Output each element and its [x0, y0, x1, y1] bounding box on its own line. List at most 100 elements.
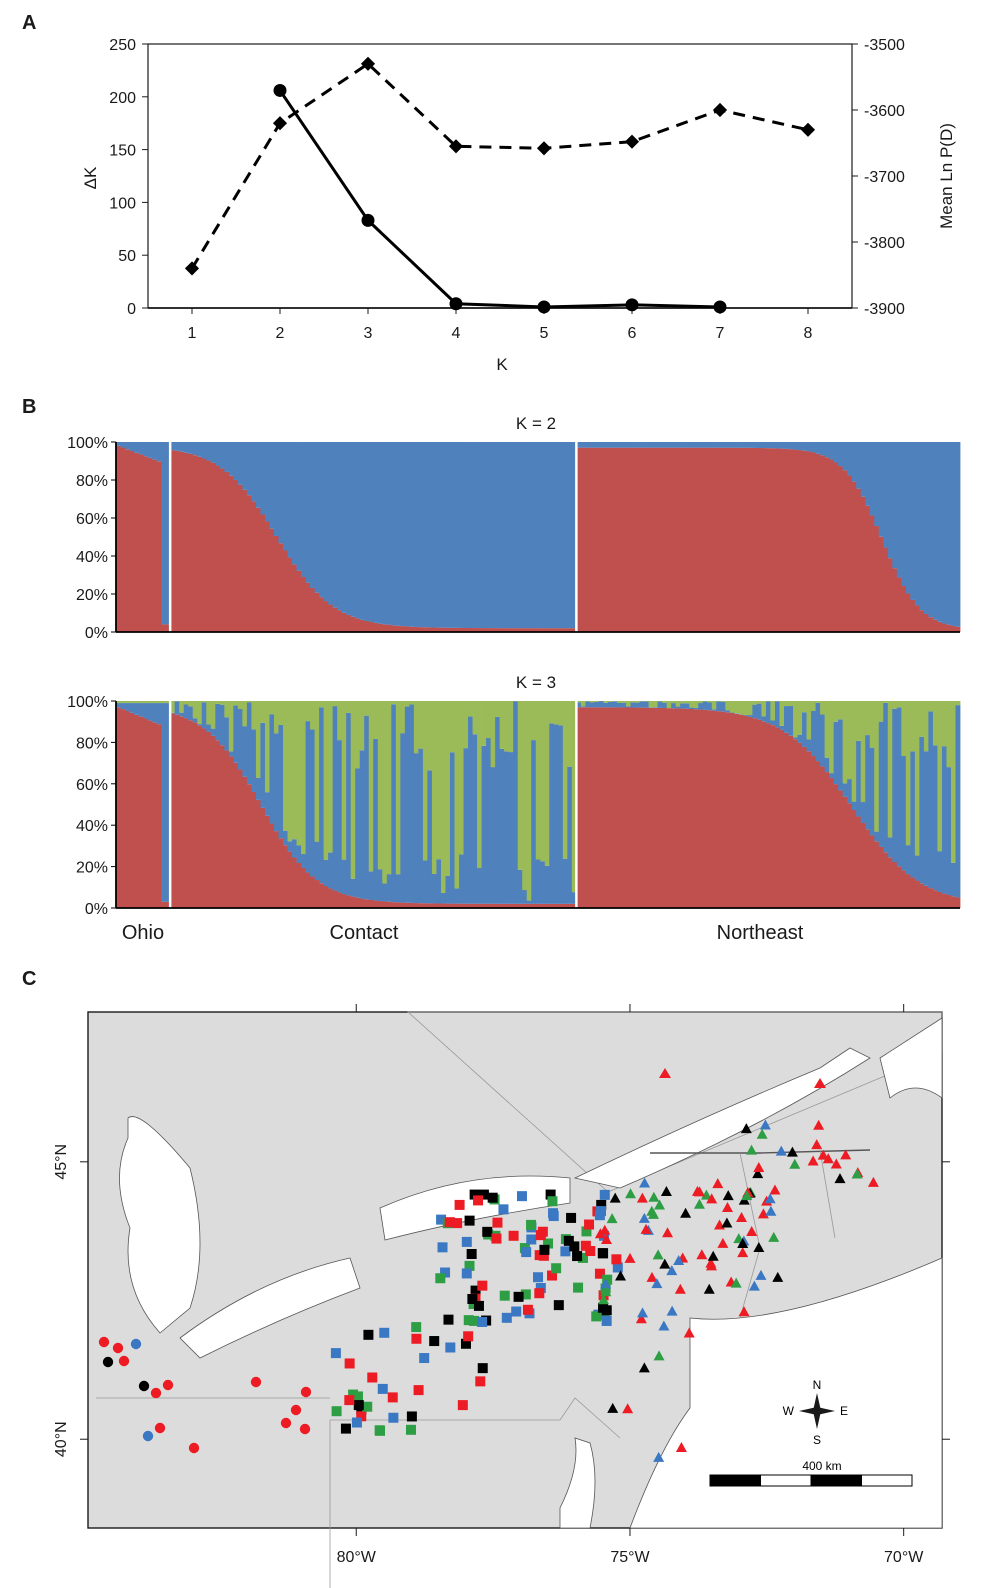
ohio-sample-circle	[112, 1342, 124, 1354]
bar-segment-red	[626, 447, 631, 632]
bar-segment-red	[946, 624, 952, 632]
bar-segment-green	[941, 701, 947, 747]
northeast-sample-triangle	[755, 1269, 767, 1280]
northeast-sample-triangle	[851, 1168, 863, 1179]
bar-segment-blue	[698, 442, 704, 448]
bar-segment-blue	[910, 751, 916, 878]
bar-segment-blue	[233, 442, 239, 480]
bar-segment-blue	[657, 701, 663, 708]
bar-segment-red	[693, 709, 699, 908]
northeast-sample-triangle	[813, 1119, 825, 1130]
bar-segment-blue	[639, 701, 645, 708]
bar-segment-green	[350, 701, 356, 879]
bar-segment-green	[152, 701, 158, 704]
northeast-sample-triangle	[666, 1305, 678, 1316]
bar-segment-red	[260, 514, 266, 632]
bar-segment-green	[224, 701, 230, 718]
northeast-sample-triangle	[600, 1234, 612, 1245]
y-tick-label: 80%	[76, 735, 108, 752]
bar-segment-red	[838, 790, 844, 908]
ohio-sample-circle	[162, 1379, 174, 1391]
bar-segment-blue	[774, 442, 780, 449]
bar-segment-red	[607, 707, 613, 908]
bar-segment-red	[842, 796, 848, 908]
bar-segment-blue	[201, 442, 207, 459]
bar-segment-blue	[224, 442, 230, 472]
bar-segment-green	[865, 701, 871, 736]
bar-segment-red	[373, 900, 379, 908]
panel-a-label: A	[22, 12, 37, 34]
bar-segment-green	[422, 701, 428, 861]
northeast-sample-triangle	[817, 1149, 829, 1160]
contact-sample-square	[526, 1219, 537, 1230]
bar-segment-red	[702, 447, 708, 632]
bar-segment-red	[301, 867, 306, 908]
contact-sample-square	[469, 1315, 480, 1326]
bar-segment-red	[657, 447, 663, 632]
bar-segment-blue	[355, 442, 361, 619]
northeast-sample-triangle	[683, 1327, 695, 1338]
bar-segment-blue	[323, 442, 329, 602]
bar-segment-blue	[287, 841, 293, 852]
northeast-sample-triangle	[765, 1205, 777, 1216]
bar-segment-green	[675, 701, 681, 707]
contact-sample-square	[367, 1372, 378, 1383]
y-tick-label: 250	[109, 37, 136, 54]
bar-segment-blue	[761, 442, 767, 449]
bar-segment-red	[698, 447, 704, 632]
northeast-sample-triangle	[721, 1201, 733, 1212]
bar-segment-red	[910, 599, 916, 632]
bar-segment-red	[472, 903, 478, 908]
mean-lnp-point	[800, 122, 816, 137]
bar-segment-blue	[892, 708, 898, 862]
bar-segment-green	[571, 701, 577, 893]
bar-segment-green	[273, 701, 279, 734]
bar-segment-blue	[337, 442, 343, 611]
bar-segment-blue	[856, 442, 862, 489]
bar-segment-red	[774, 448, 780, 632]
bar-segment-green	[937, 701, 943, 852]
bar-segment-red	[887, 558, 893, 632]
bar-segment-green	[364, 701, 370, 716]
bar-segment-red	[950, 896, 956, 908]
ohio-sample-circle	[188, 1442, 200, 1454]
bar-segment-blue	[761, 716, 767, 722]
bar-segment-blue	[472, 734, 478, 904]
bar-segment-blue	[382, 442, 388, 625]
bar-segment-green	[842, 701, 848, 784]
northeast-sample-triangle	[659, 1068, 671, 1078]
bar-segment-green	[720, 701, 726, 702]
bar-segment-red	[215, 465, 221, 632]
bar-segment-red	[359, 619, 365, 632]
bar-segment-green	[477, 701, 482, 869]
bar-segment-blue	[459, 442, 464, 628]
bar-segment-green	[607, 701, 613, 702]
bar-segment-blue	[233, 705, 239, 763]
group-label: Ohio	[122, 922, 164, 944]
northeast-sample-triangle	[746, 1144, 758, 1155]
northeast-sample-triangle	[703, 1283, 715, 1294]
bar-segment-green	[594, 701, 600, 702]
bar-segment-blue	[382, 883, 388, 902]
bar-segment-red	[355, 618, 361, 632]
bar-segment-blue	[314, 841, 320, 881]
bar-segment-red	[264, 521, 270, 632]
compass-e: E	[840, 1404, 848, 1418]
contact-sample-square	[594, 1268, 605, 1279]
bar-segment-blue	[932, 745, 938, 891]
bar-segment-red	[535, 628, 541, 632]
bar-segment-blue	[116, 703, 121, 708]
bar-segment-green	[729, 701, 735, 713]
contact-sample-square	[577, 1252, 588, 1263]
bar-segment-red	[454, 627, 460, 632]
bar-segment-red	[499, 628, 505, 632]
bar-segment-blue	[513, 701, 519, 904]
bar-segment-green	[337, 701, 343, 741]
contact-sample-square	[344, 1395, 355, 1406]
bar-segment-blue	[373, 442, 379, 623]
bar-segment-blue	[445, 442, 451, 628]
bar-segment-red	[725, 447, 731, 632]
bar-segment-blue	[319, 442, 325, 598]
bar-segment-blue	[413, 442, 419, 627]
bar-segment-blue	[251, 442, 257, 502]
